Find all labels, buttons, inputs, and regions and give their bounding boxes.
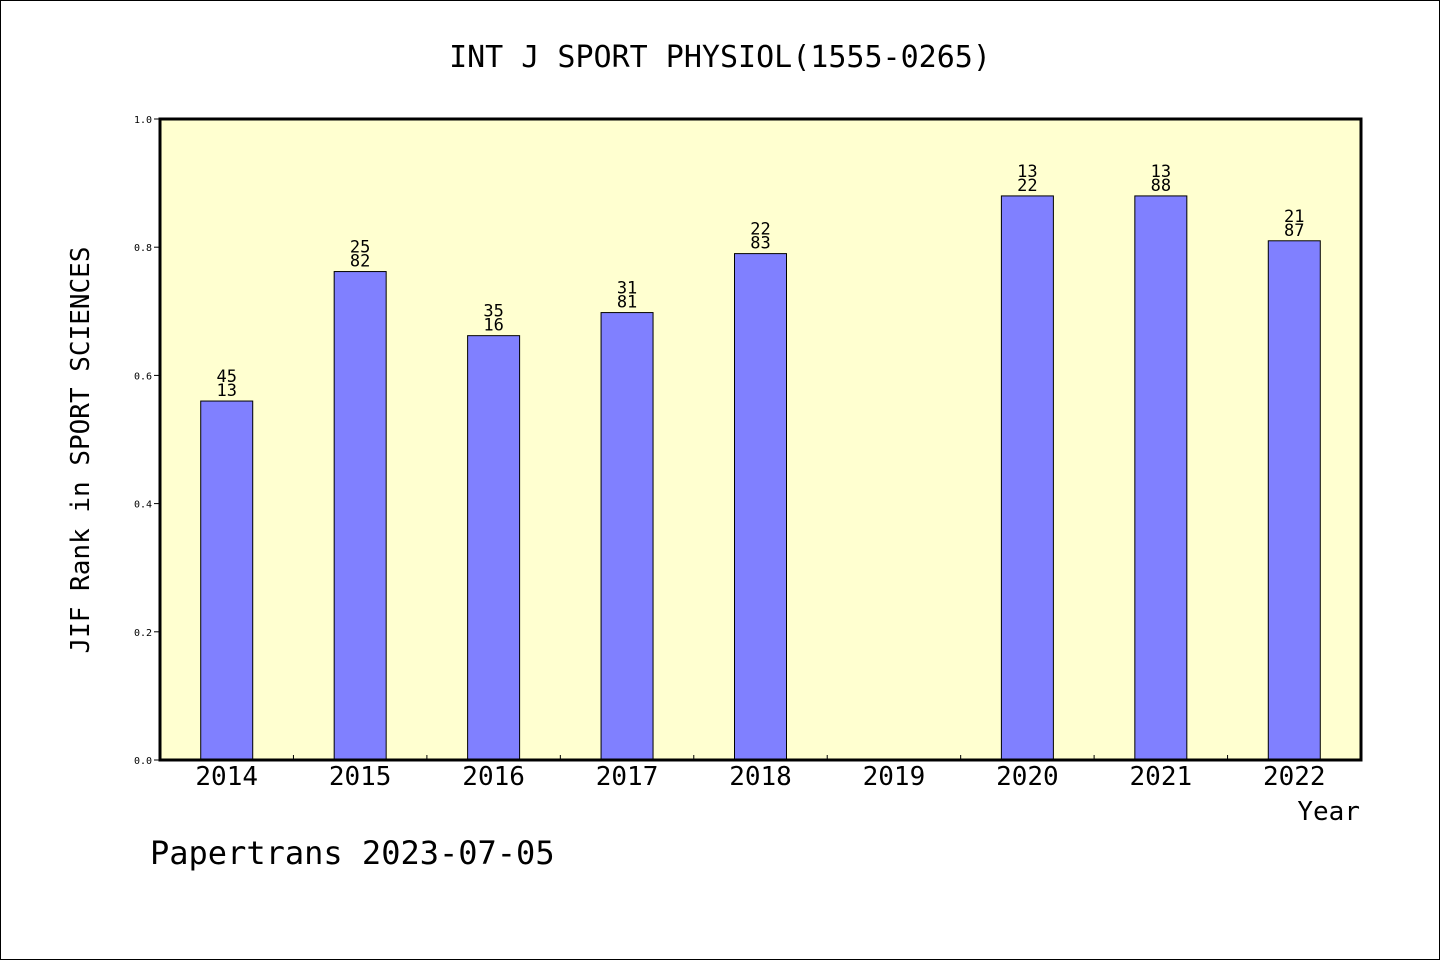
bar-label-bottom: 81 (617, 293, 637, 313)
y-axis-label: JIF Rank in SPORT SCIENCES (66, 247, 96, 654)
bar-2015 (333, 271, 387, 761)
bar-label-bottom: 16 (483, 316, 503, 336)
x-tick-label: 2014 (195, 762, 258, 792)
bar-label-top: 21 (1284, 207, 1304, 227)
bar-label-bottom: 87 (1284, 221, 1304, 241)
bar-2022 (1267, 240, 1321, 761)
bar-label-top: 35 (483, 302, 503, 322)
x-tick-label: 2015 (329, 762, 392, 792)
bars (200, 195, 1321, 761)
x-tick-label: 2017 (596, 762, 659, 792)
x-tick-label: 2021 (1130, 762, 1193, 792)
y-tick-label: 0.4 (134, 500, 152, 511)
bar-label-top: 31 (617, 279, 637, 299)
x-tick-label: 2019 (863, 762, 926, 792)
bar-2018 (734, 253, 787, 761)
plot-border (158, 117, 1363, 762)
bar-label-top: 25 (350, 238, 370, 258)
bar-label-bottom: 83 (750, 234, 770, 254)
y-tick-label: 1.0 (134, 115, 152, 126)
x-tick-label: 2022 (1263, 762, 1326, 792)
bar-label-top: 13 (1151, 162, 1171, 182)
y-tick-label: 0.8 (134, 243, 152, 254)
x-tick-label: 2018 (729, 762, 792, 792)
bar-2021 (1134, 195, 1188, 761)
bar-2020 (1000, 195, 1054, 761)
y-tick-label: 0.2 (134, 628, 152, 639)
bar-label-top: 13 (1017, 162, 1037, 182)
bar-label-bottom: 88 (1151, 176, 1171, 196)
bar-2017 (600, 312, 654, 761)
bar-2014 (200, 400, 254, 761)
chart-title: INT J SPORT PHYSIOL(1555-0265) (449, 40, 991, 75)
bar-label-top: 45 (216, 367, 236, 387)
bar-label-bottom: 22 (1017, 176, 1037, 196)
x-tick-label: 2020 (996, 762, 1059, 792)
bar-label-top: 22 (750, 220, 770, 240)
y-tick-label: 0.6 (134, 371, 152, 382)
bar-2016 (467, 335, 521, 761)
bar-label-bottom: 13 (216, 381, 236, 401)
x-axis-label: Year (1297, 797, 1360, 827)
y-axis: 0.0 0.2 0.4 0.6 0.8 1.0 (134, 115, 160, 767)
bar-label-bottom: 82 (350, 252, 370, 272)
y-tick-label: 0.0 (134, 756, 152, 767)
x-tick-label: 2016 (462, 762, 525, 792)
footer-text: Papertrans 2023-07-05 (150, 834, 555, 872)
x-axis: 2014 2015 2016 2017 2018 2019 2020 2021 2022 (195, 755, 1326, 792)
